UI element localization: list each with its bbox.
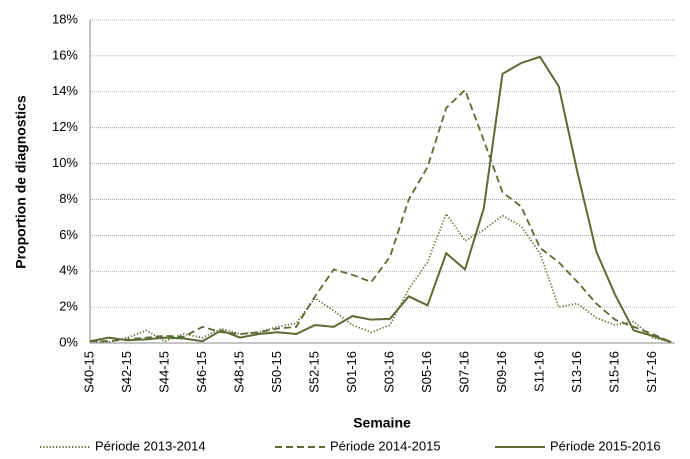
x-tick-label: S50-15: [269, 351, 284, 393]
y-tick-label: 4%: [59, 263, 78, 278]
x-tick-label: S11-16: [531, 351, 546, 392]
y-tick-label: 18%: [52, 11, 78, 26]
x-tick-label: S17-16: [644, 351, 659, 393]
x-tick-label: S03-16: [381, 351, 396, 393]
y-tick-label: 2%: [59, 299, 78, 314]
x-tick-label: S09-16: [494, 351, 509, 393]
x-tick-label: S48-15: [231, 351, 246, 393]
y-tick-label: 0%: [59, 334, 78, 349]
legend-label: Période 2015-2016: [550, 438, 661, 453]
legend-label: Période 2014-2015: [330, 438, 441, 453]
x-tick-label: S46-15: [194, 351, 209, 393]
y-tick-label: 8%: [59, 191, 78, 206]
x-tick-label: S44-15: [156, 351, 171, 393]
x-tick-label: S42-15: [119, 351, 134, 393]
y-tick-label: 10%: [52, 155, 78, 170]
y-tick-label: 16%: [52, 47, 78, 62]
legend-label: Période 2013-2014: [95, 438, 206, 453]
y-axis-title: Proportion de diagnostics: [13, 95, 29, 269]
x-tick-label: S07-16: [456, 351, 471, 393]
x-tick-label: S52-15: [306, 351, 321, 393]
y-tick-label: 14%: [52, 83, 78, 98]
series-line: [90, 88, 672, 343]
x-tick-label: S40-15: [81, 351, 96, 393]
series-line: [89, 211, 672, 344]
y-tick-label: 6%: [59, 227, 78, 242]
x-tick-label: S13-16: [569, 351, 584, 393]
series-line: [89, 55, 672, 344]
x-tick-label: S15-16: [606, 351, 621, 393]
x-axis-title: Semaine: [353, 415, 411, 431]
y-tick-label: 12%: [52, 119, 78, 134]
x-tick-label: S05-16: [419, 351, 434, 393]
x-tick-label: S01-16: [344, 351, 359, 393]
